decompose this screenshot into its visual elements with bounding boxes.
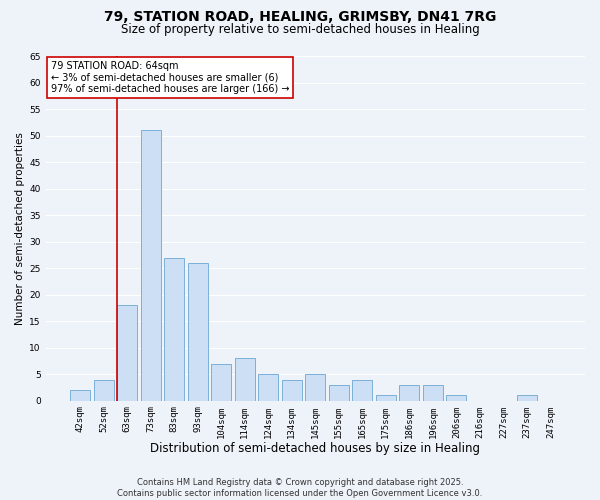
Bar <box>188 263 208 400</box>
Bar <box>235 358 254 401</box>
Bar <box>329 385 349 400</box>
Bar <box>258 374 278 400</box>
Bar <box>352 380 373 400</box>
Bar <box>376 396 396 400</box>
Bar <box>305 374 325 400</box>
Bar <box>94 380 113 400</box>
Text: 79 STATION ROAD: 64sqm
← 3% of semi-detached houses are smaller (6)
97% of semi-: 79 STATION ROAD: 64sqm ← 3% of semi-deta… <box>51 61 289 94</box>
Text: Size of property relative to semi-detached houses in Healing: Size of property relative to semi-detach… <box>121 22 479 36</box>
X-axis label: Distribution of semi-detached houses by size in Healing: Distribution of semi-detached houses by … <box>150 442 480 455</box>
Bar <box>423 385 443 400</box>
Text: Contains HM Land Registry data © Crown copyright and database right 2025.
Contai: Contains HM Land Registry data © Crown c… <box>118 478 482 498</box>
Bar <box>70 390 90 400</box>
Bar <box>517 396 537 400</box>
Bar <box>446 396 466 400</box>
Bar <box>117 306 137 400</box>
Bar <box>400 385 419 400</box>
Text: 79, STATION ROAD, HEALING, GRIMSBY, DN41 7RG: 79, STATION ROAD, HEALING, GRIMSBY, DN41… <box>104 10 496 24</box>
Y-axis label: Number of semi-detached properties: Number of semi-detached properties <box>15 132 25 325</box>
Bar <box>211 364 231 401</box>
Bar <box>140 130 161 400</box>
Bar <box>164 258 184 400</box>
Bar <box>282 380 302 400</box>
